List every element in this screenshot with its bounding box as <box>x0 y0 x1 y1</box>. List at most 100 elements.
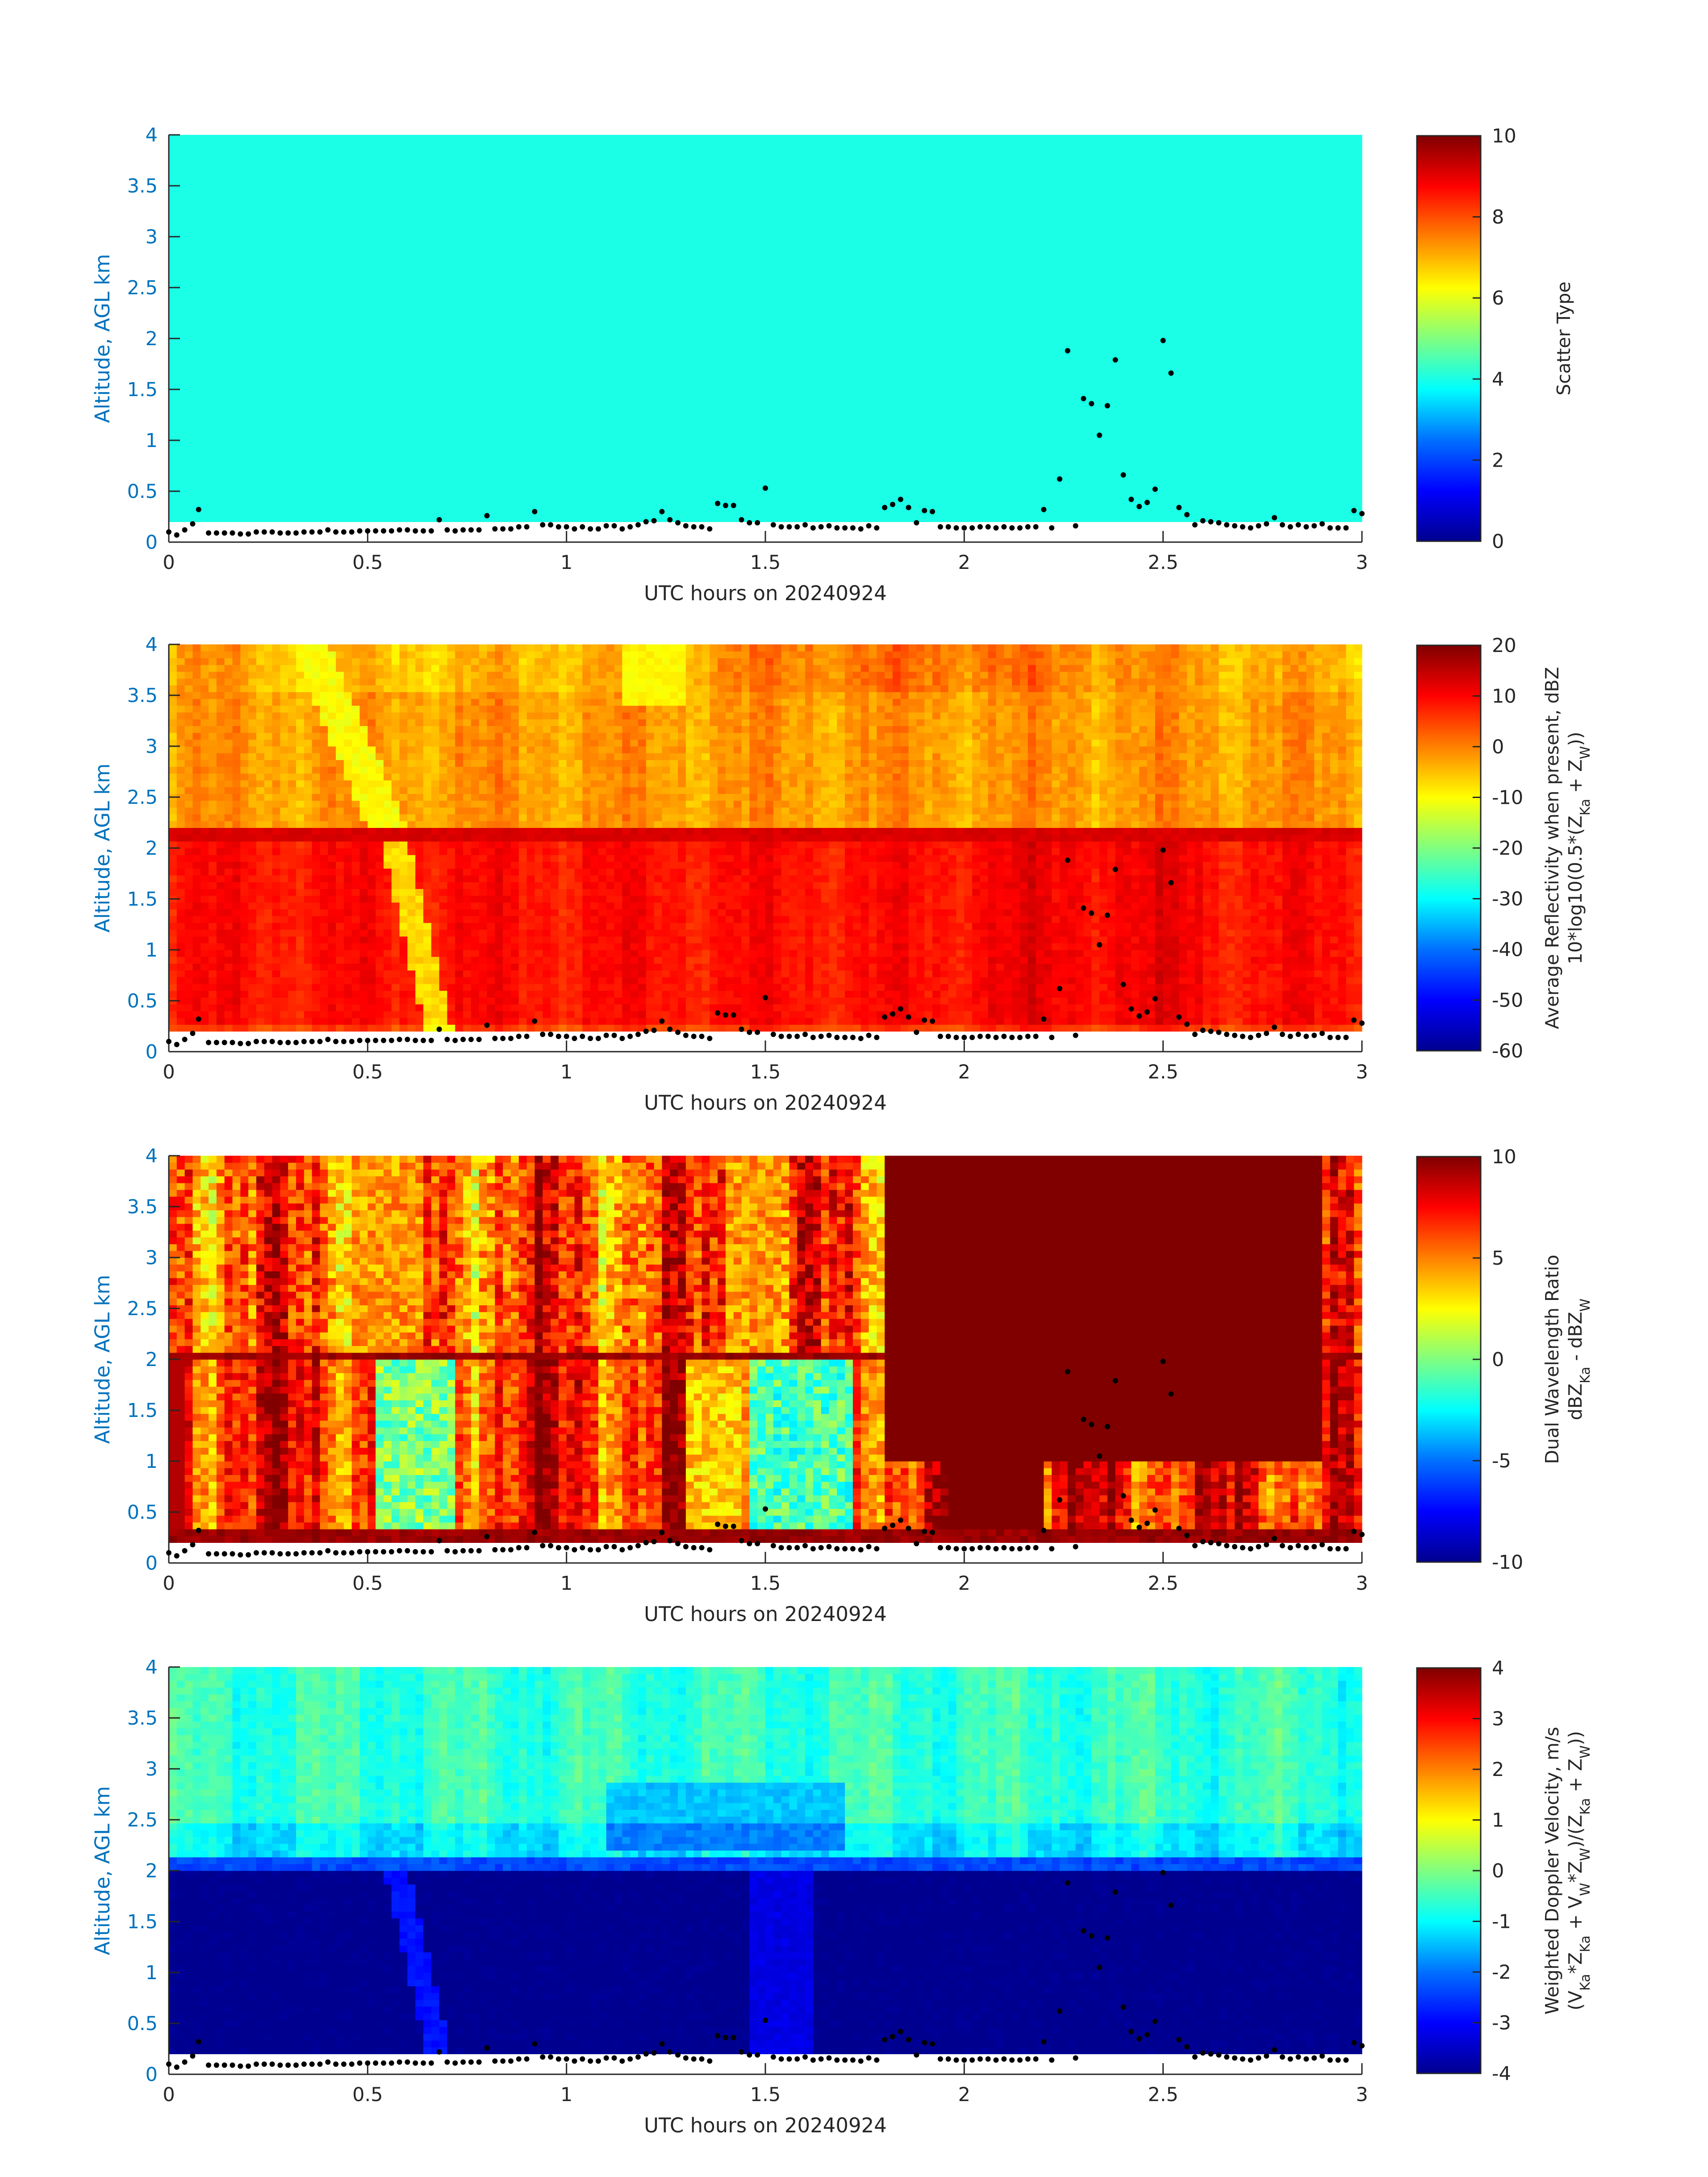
heatmap-cell <box>288 223 296 230</box>
heatmap-cell <box>654 481 662 488</box>
heatmap-cell <box>463 209 471 217</box>
heatmap-cell <box>415 393 423 400</box>
heatmap-cell <box>455 420 463 427</box>
heatmap-cell <box>503 474 511 481</box>
heatmap-cell <box>264 155 272 163</box>
heatmap-cell <box>742 413 750 420</box>
heatmap-cell <box>606 359 614 366</box>
heatmap-cell <box>654 223 662 230</box>
heatmap-cell <box>367 352 376 359</box>
heatmap-cell <box>192 427 200 434</box>
heatmap-cell <box>694 175 702 183</box>
heatmap-cell <box>678 420 686 427</box>
heatmap-cell <box>574 243 582 251</box>
heatmap-cell <box>511 440 519 447</box>
heatmap-cell <box>407 372 415 380</box>
heatmap-cell <box>423 189 431 196</box>
heatmap-cell <box>304 325 312 332</box>
heatmap-cell <box>360 352 368 359</box>
heatmap-cell <box>240 495 248 502</box>
heatmap-cell <box>567 142 575 149</box>
heatmap-cell <box>209 243 217 251</box>
heatmap-cell <box>662 420 670 427</box>
heatmap-cell <box>559 413 567 420</box>
heatmap-cell <box>439 237 447 244</box>
heatmap-cell <box>598 447 606 454</box>
heatmap-cell <box>574 237 582 244</box>
heatmap-cell <box>646 196 654 203</box>
heatmap-cell <box>209 372 217 380</box>
heatmap-cell <box>233 393 241 400</box>
heatmap-cell <box>296 515 304 522</box>
heatmap-cell <box>344 366 352 373</box>
heatmap-cell <box>320 420 328 427</box>
heatmap-cell <box>360 359 368 366</box>
heatmap-cell <box>280 196 288 203</box>
heatmap-cell <box>622 325 630 332</box>
heatmap-cell <box>710 257 718 264</box>
heatmap-cell <box>702 413 710 420</box>
heatmap-cell <box>225 223 233 230</box>
heatmap-cell <box>328 135 336 142</box>
heatmap-cell <box>376 379 384 386</box>
heatmap-cell <box>574 250 582 257</box>
heatmap-cell <box>336 209 344 217</box>
heatmap-cell <box>590 508 598 515</box>
heatmap-cell <box>328 298 336 305</box>
heatmap-cell <box>686 148 694 155</box>
heatmap-cell <box>630 142 638 149</box>
heatmap-cell <box>328 447 336 454</box>
heatmap-cell <box>200 427 209 434</box>
heatmap-cell <box>535 162 543 169</box>
heatmap-cell <box>471 508 479 515</box>
heatmap-cell <box>344 209 352 217</box>
heatmap-cell <box>543 257 551 264</box>
heatmap-cell <box>471 257 479 264</box>
heatmap-cell <box>702 345 710 352</box>
heatmap-cell <box>511 284 519 291</box>
heatmap-cell <box>312 325 320 332</box>
heatmap-cell <box>590 298 598 305</box>
heatmap-cell <box>296 257 304 264</box>
heatmap-cell <box>702 515 710 522</box>
heatmap-cell <box>352 277 360 284</box>
heatmap-cell <box>304 454 312 461</box>
heatmap-cell <box>630 298 638 305</box>
heatmap-cell <box>423 501 431 509</box>
heatmap-cell <box>248 209 256 217</box>
heatmap-cell <box>527 277 535 284</box>
heatmap-cell <box>567 189 575 196</box>
heatmap-cell <box>734 359 742 366</box>
heatmap-cell <box>559 196 567 203</box>
heatmap-cell <box>495 196 503 203</box>
heatmap-cell <box>535 237 543 244</box>
heatmap-cell <box>240 454 248 461</box>
heatmap-cell <box>551 413 559 420</box>
heatmap-cell <box>360 420 368 427</box>
heatmap-cell <box>233 277 241 284</box>
heatmap-cell <box>503 372 511 380</box>
heatmap-cell <box>376 182 384 189</box>
heatmap-cell <box>352 216 360 223</box>
heatmap-cell <box>567 488 575 495</box>
heatmap-cell <box>519 189 527 196</box>
heatmap-cell <box>447 434 455 441</box>
heatmap-cell <box>535 271 543 278</box>
heatmap-cell <box>686 359 694 366</box>
heatmap-cell <box>638 237 646 244</box>
heatmap-cell <box>590 413 598 420</box>
heatmap-cell <box>590 461 598 468</box>
heatmap-cell <box>702 162 710 169</box>
heatmap-cell <box>185 440 193 447</box>
heatmap-cell <box>447 298 455 305</box>
heatmap-cell <box>320 155 328 163</box>
heatmap-cell <box>654 427 662 434</box>
heatmap-cell <box>400 515 408 522</box>
heatmap-cell <box>288 243 296 251</box>
heatmap-cell <box>400 298 408 305</box>
heatmap-cell <box>590 264 598 271</box>
heatmap-cell <box>702 461 710 468</box>
heatmap-cell <box>598 406 606 414</box>
heatmap-cell <box>574 230 582 237</box>
heatmap-cell <box>742 284 750 291</box>
